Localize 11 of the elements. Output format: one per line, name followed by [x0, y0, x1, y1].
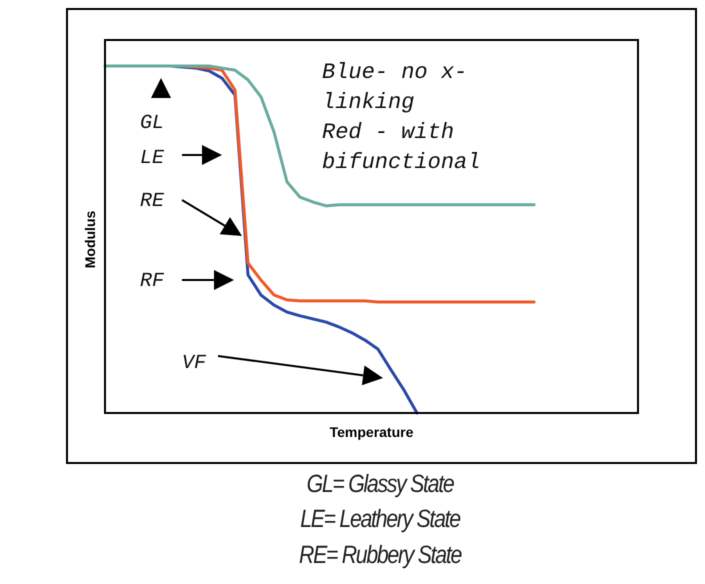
x-axis-title: Temperature	[330, 424, 414, 440]
annotation: RE	[140, 189, 164, 215]
text: RE= Rubbery State	[298, 541, 462, 570]
text: GL= Glassy State	[306, 470, 455, 499]
annotation: VF	[182, 351, 206, 377]
annotation: GL	[140, 111, 164, 137]
y-axis-title: Modulus	[82, 210, 98, 268]
annotation: LE	[140, 146, 164, 172]
text: LE= Leathery State	[299, 505, 462, 534]
annotation: RF	[140, 269, 164, 295]
annotation: Blue- no x- linking Red - with bifunctional	[322, 59, 480, 177]
